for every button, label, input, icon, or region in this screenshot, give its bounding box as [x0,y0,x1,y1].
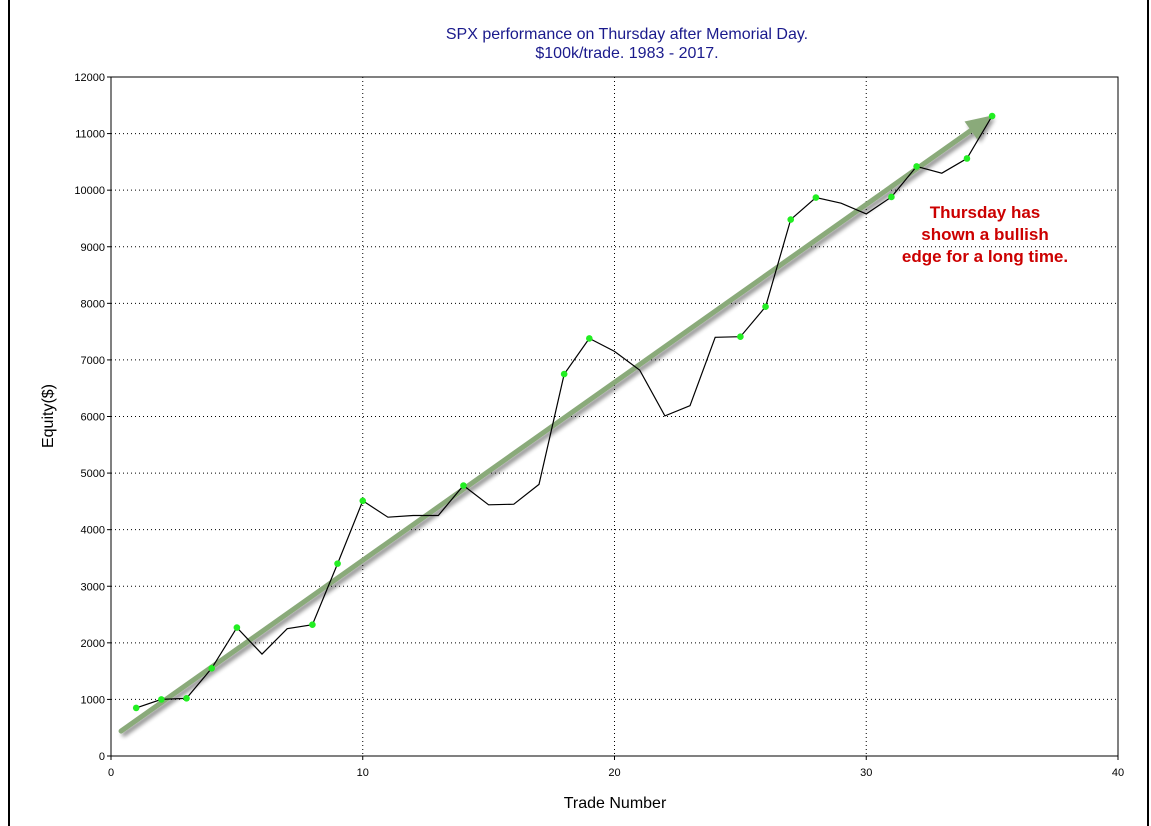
y-tick-label: 8000 [81,298,105,310]
data-point-marker [913,163,920,170]
trend-arrow [118,115,993,734]
y-tick-label: 2000 [81,638,105,650]
y-tick-label: 6000 [81,412,105,424]
tick-labels: 0100020003000400050006000700080009000100… [74,72,1124,779]
x-axis-title: Trade Number [564,795,667,812]
data-point-marker [963,155,971,162]
x-tick-label: 30 [860,767,872,779]
chart-title-line-1: SPX performance on Thursday after Memori… [446,26,808,43]
data-point-marker [888,193,895,201]
data-point-marker [309,621,316,629]
y-tick-label: 7000 [81,355,105,367]
data-point-marker [737,333,744,341]
y-tick-label: 1000 [81,694,105,706]
data-point-marker [787,216,795,223]
annotation-line-3: edge for a long time. [902,247,1068,266]
chart-frame: SPX performance on Thursday after Memori… [8,0,1149,826]
data-point-marker [359,497,367,505]
data-point-marker [233,624,241,631]
data-point-marker [132,704,140,712]
y-tick-label: 11000 [75,129,105,141]
y-tick-label: 0 [99,751,105,763]
annotation-line-2: shown a bullish [921,225,1049,244]
chart: SPX performance on Thursday after Memori… [40,26,1124,812]
data-point-marker [560,370,568,378]
data-point-marker [460,482,467,489]
x-tick-label: 20 [608,767,620,779]
x-tick-label: 0 [108,767,114,779]
data-point-marker [183,694,190,702]
chart-title-line-2: $100k/trade. 1983 - 2017. [535,45,718,62]
data-point-marker [158,696,165,703]
y-tick-label: 3000 [81,581,105,593]
x-tick-label: 10 [357,767,369,779]
data-point-marker [988,112,996,120]
trend-arrow-head [964,115,993,140]
y-tick-label: 4000 [81,525,105,537]
y-tick-label: 9000 [81,242,105,254]
x-tick-label: 40 [1112,767,1124,779]
trend-arrow-shaft [118,126,976,734]
series-group [132,112,996,712]
y-tick-label: 12000 [74,72,105,84]
data-point-marker [812,194,820,201]
data-point-marker [586,335,593,342]
data-point-marker [334,560,341,567]
grid-lines [107,76,1119,760]
y-tick-label: 10000 [74,185,105,197]
annotation-line-1: Thursday has [930,203,1041,222]
data-point-marker [762,303,769,311]
trend-arrow-group [118,115,993,734]
data-point-marker [208,664,215,672]
plot-area [110,76,1119,757]
y-tick-label: 5000 [81,468,105,480]
y-axis-title: Equity($) [40,384,57,448]
annotation: Thursday has shown a bullish edge for a … [902,203,1068,266]
